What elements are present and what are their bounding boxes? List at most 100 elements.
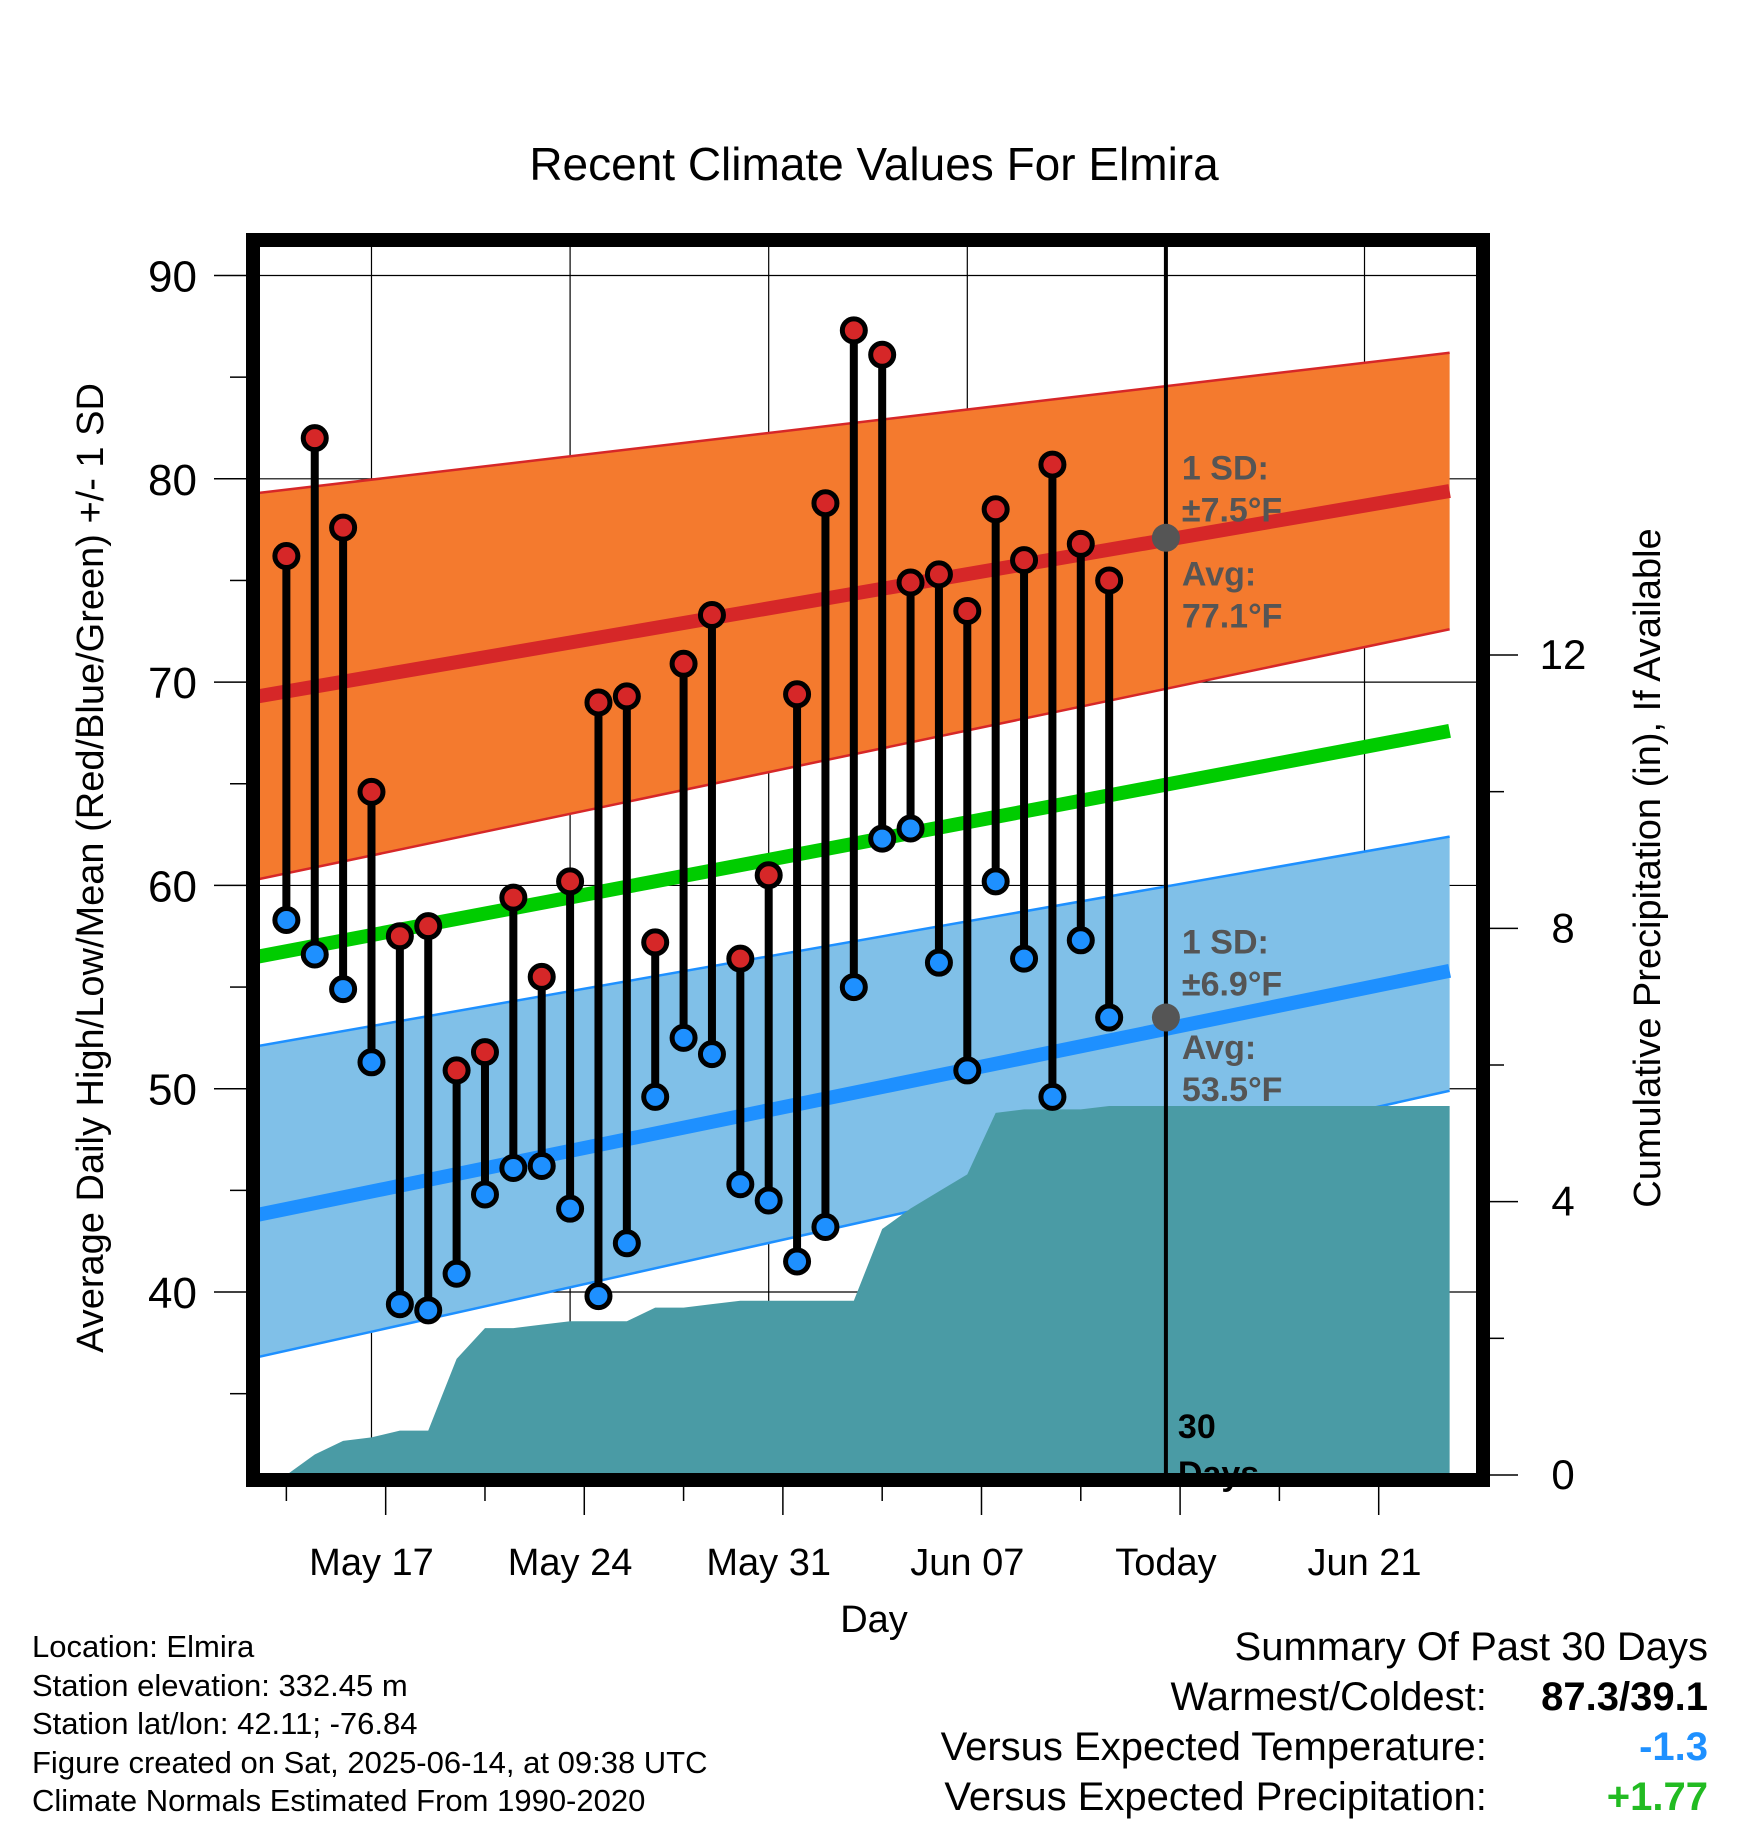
- high-point: [726, 944, 755, 973]
- low-point: [1095, 1003, 1124, 1032]
- low-point: [442, 1259, 471, 1288]
- summary-precipitation: Versus Expected Precipitation: +1.77: [941, 1772, 1708, 1822]
- y-tick-label: 90: [148, 252, 197, 301]
- low-point: [1038, 1082, 1067, 1111]
- low-point: [953, 1056, 982, 1085]
- low-point: [981, 867, 1010, 896]
- x-tick-label: Jun 07: [910, 1542, 1024, 1584]
- low-point: [470, 1180, 499, 1209]
- high-avg-annotation-line-1: 77.1°F: [1182, 597, 1283, 635]
- high-point: [470, 1038, 499, 1067]
- y-axis-label: Average Daily High/Low/Mean (Red/Blue/Gr…: [70, 383, 112, 1353]
- high-sd-annotation-line-1: ±7.5°F: [1182, 492, 1282, 530]
- high-point: [924, 560, 953, 589]
- low-point: [896, 814, 925, 843]
- precip-departure-value: +1.77: [1606, 1775, 1708, 1819]
- low-avg-today-marker: [1151, 1003, 1180, 1032]
- low-point: [385, 1290, 414, 1319]
- temp-departure-label: Versus Expected Temperature:: [940, 1725, 1487, 1769]
- low-point: [726, 1170, 755, 1199]
- high-point: [329, 513, 358, 542]
- y-tick-label: 50: [148, 1066, 197, 1115]
- low-sd-annotation-line-0: 1 SD:: [1182, 923, 1269, 961]
- low-point: [357, 1048, 386, 1077]
- warmest-coldest-label: Warmest/Coldest:: [1170, 1675, 1487, 1719]
- low-point: [1066, 926, 1095, 955]
- low-point: [924, 948, 953, 977]
- low-point: [300, 940, 329, 969]
- high-avg-today-marker: [1151, 523, 1180, 552]
- low-sd-annotation-line-1: ±6.9°F: [1182, 965, 1282, 1003]
- station-elevation: Station elevation: 332.45 m: [32, 1667, 408, 1703]
- summary-temperature: Versus Expected Temperature: -1.3: [941, 1722, 1708, 1772]
- y2-tick-label: 4: [1551, 1178, 1574, 1225]
- precip-departure-label: Versus Expected Precipitation:: [944, 1775, 1487, 1819]
- low-point: [584, 1282, 613, 1311]
- summary-title: Summary Of Past 30 Days: [1234, 1625, 1708, 1669]
- high-sd-annotation-line-0: 1 SD:: [1182, 450, 1269, 488]
- low-point: [811, 1212, 840, 1241]
- window-label-line-0: 30: [1178, 1408, 1216, 1446]
- station-location: Location: Elmira: [32, 1629, 255, 1664]
- low-point: [669, 1023, 698, 1052]
- low-point: [641, 1082, 670, 1111]
- high-point: [783, 680, 812, 709]
- precip-area: [286, 1106, 1450, 1475]
- low-avg-annotation-line-1: 53.5°F: [1182, 1071, 1283, 1109]
- summary-panel: Summary Of Past 30 Days Warmest/Coldest:…: [941, 1622, 1708, 1822]
- low-point: [414, 1296, 443, 1325]
- low-point: [329, 975, 358, 1004]
- high-avg-annotation-line-0: Avg:: [1182, 555, 1256, 593]
- high-point: [385, 922, 414, 951]
- low-point: [1010, 944, 1039, 973]
- low-point: [612, 1229, 641, 1258]
- high-point: [811, 489, 840, 518]
- high-point: [1038, 450, 1067, 479]
- high-point: [669, 649, 698, 678]
- high-point: [272, 542, 301, 571]
- station-info: Location: Elmira Station elevation: 332.…: [32, 1628, 708, 1821]
- y-tick-label: 70: [148, 659, 197, 708]
- high-point: [896, 568, 925, 597]
- low-point: [839, 973, 868, 1002]
- high-point: [442, 1056, 471, 1085]
- x-axis-label: Day: [840, 1599, 908, 1641]
- high-point: [527, 962, 556, 991]
- y-tick-label: 80: [148, 456, 197, 505]
- high-point: [556, 867, 585, 896]
- temp-departure-value: -1.3: [1639, 1725, 1708, 1769]
- low-point: [499, 1154, 528, 1183]
- high-point: [697, 601, 726, 630]
- x-tick-label: May 31: [706, 1542, 831, 1584]
- high-point: [357, 777, 386, 806]
- low-point: [754, 1186, 783, 1215]
- x-tick-label: Jun 21: [1307, 1542, 1421, 1584]
- normals-period: Climate Normals Estimated From 1990-2020: [32, 1783, 646, 1818]
- chart-title: Recent Climate Values For Elmira: [529, 138, 1219, 190]
- high-point: [1095, 566, 1124, 595]
- warmest-coldest-value: 87.3/39.1: [1541, 1675, 1708, 1719]
- low-point: [868, 824, 897, 853]
- figure-created: Figure created on Sat, 2025-06-14, at 09…: [32, 1744, 708, 1780]
- y2-tick-label: 0: [1551, 1451, 1574, 1498]
- low-point: [272, 905, 301, 934]
- high-point: [839, 316, 868, 345]
- high-point: [1066, 529, 1095, 558]
- y2-tick-label: 12: [1540, 631, 1587, 678]
- high-point: [1010, 546, 1039, 575]
- y2-axis-label: Cumulative Precipitation (in), If Availa…: [1627, 528, 1669, 1207]
- high-point: [754, 861, 783, 890]
- y-tick-label: 60: [148, 862, 197, 911]
- low-avg-annotation-line-0: Avg:: [1182, 1029, 1256, 1067]
- summary-warmest-coldest: Warmest/Coldest: 87.3/39.1: [941, 1672, 1709, 1722]
- high-point: [414, 912, 443, 941]
- high-point: [499, 883, 528, 912]
- y2-tick-label: 8: [1551, 904, 1574, 951]
- low-point: [783, 1247, 812, 1276]
- low-point: [527, 1151, 556, 1180]
- x-tick-label: Today: [1115, 1542, 1216, 1584]
- high-point: [981, 495, 1010, 524]
- low-point: [697, 1040, 726, 1069]
- high-point: [612, 682, 641, 711]
